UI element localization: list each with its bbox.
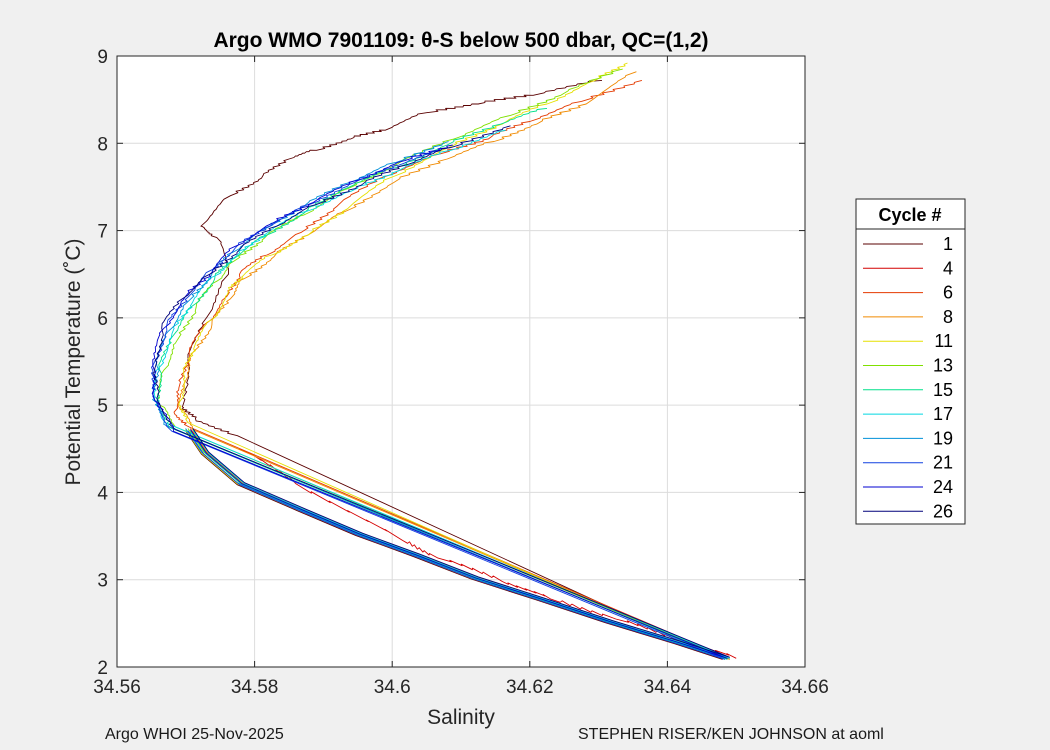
y-tick-label: 7 (97, 222, 108, 243)
footer-right: STEPHEN RISER/KEN JOHNSON at aoml (578, 726, 884, 743)
legend-label-11: 11 (934, 331, 953, 351)
y-tick-label: 5 (97, 396, 108, 417)
y-tick-label: 8 (97, 134, 108, 155)
y-tick-label: 4 (97, 483, 108, 504)
legend-label-15: 15 (933, 380, 953, 400)
y-tick-label: 9 (97, 47, 108, 68)
x-tick-label: 34.58 (231, 677, 279, 698)
x-tick-label: 34.56 (93, 677, 141, 698)
footer-left: Argo WHOI 25-Nov-2025 (105, 726, 284, 743)
series-layer (151, 62, 737, 660)
series-line-cycle-13 (157, 68, 726, 658)
legend-label-1: 1 (943, 234, 953, 254)
x-tick-label: 34.64 (644, 677, 692, 698)
series-line-cycle-4 (239, 448, 737, 659)
y-tick-label: 2 (97, 658, 108, 679)
plot-frame (116, 55, 806, 668)
legend-label-4: 4 (943, 258, 953, 278)
legend-label-24: 24 (933, 477, 953, 497)
series-line-cycle-11 (178, 62, 723, 659)
legend-items: 1 4 6 8 11 13 15 17 19 21 24 26 (863, 234, 953, 521)
legend: Cycle # 1 4 6 8 11 13 15 17 19 21 24 26 (855, 198, 966, 525)
series-line-cycle-17 (153, 129, 730, 659)
series-line-cycle-1 (181, 79, 723, 660)
legend-label-13: 13 (933, 356, 953, 376)
y-tick-label: 3 (97, 571, 108, 592)
series-line-cycle-6 (173, 79, 728, 658)
chart-title: Argo WMO 7901109: θ-S below 500 dbar, QC… (213, 29, 708, 52)
legend-label-6: 6 (943, 283, 953, 303)
series-line-cycle-21 (151, 147, 726, 660)
legend-label-8: 8 (943, 307, 953, 327)
legend-label-21: 21 (933, 453, 953, 473)
x-tick-label: 34.6 (374, 677, 411, 698)
legend-box (855, 198, 966, 525)
x-axis-label: Salinity (427, 706, 495, 729)
y-tick-label: 6 (97, 309, 108, 330)
legend-label-19: 19 (933, 428, 953, 448)
y-axis-label: Potential Temperature (˚C) (62, 238, 85, 485)
ticks: 34.56 34.58 34.6 34.62 34.64 34.66 2 3 4 5 6 7 8 9 (93, 47, 829, 698)
series-line-cycle-26 (152, 125, 730, 658)
legend-label-17: 17 (933, 404, 953, 424)
legend-title: Cycle # (878, 205, 941, 225)
x-tick-label: 34.62 (506, 677, 554, 698)
legend-label-26: 26 (933, 501, 953, 521)
x-tick-label: 34.66 (781, 677, 829, 698)
series-line-cycle-8 (177, 71, 730, 660)
